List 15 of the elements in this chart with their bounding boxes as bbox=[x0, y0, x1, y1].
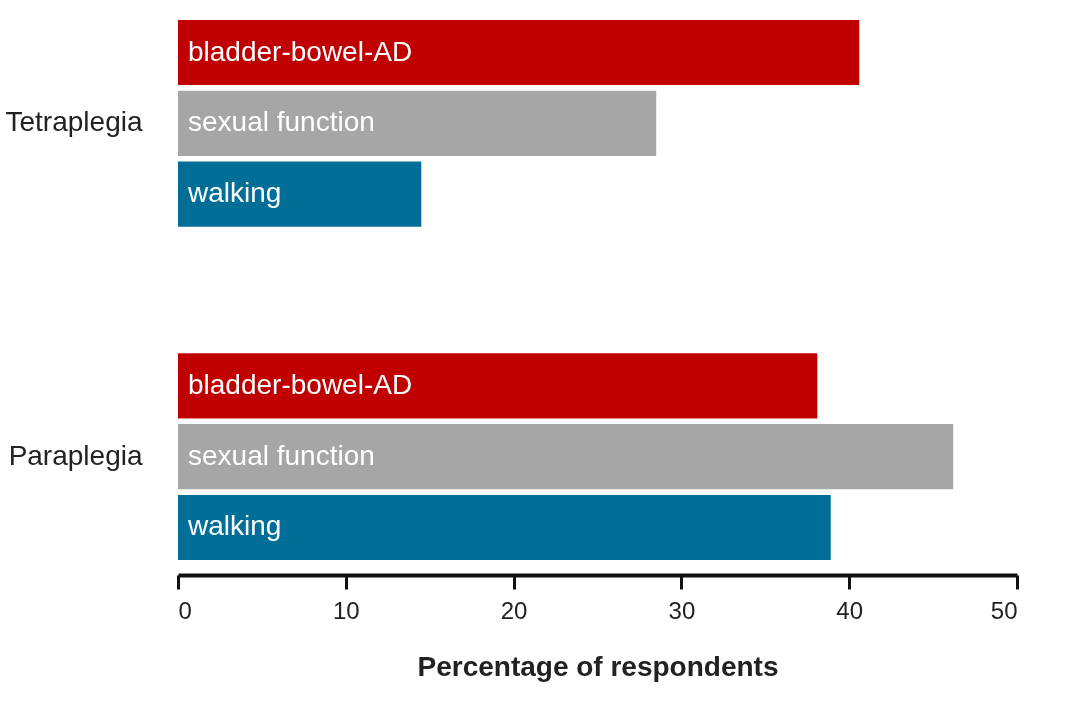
y-tick-label: Paraplegia bbox=[8, 439, 143, 471]
text: bladder-bowel-AD bbox=[188, 368, 413, 400]
x-tick-label: 20 bbox=[500, 596, 528, 624]
text: walking bbox=[188, 510, 282, 542]
text: sexual function bbox=[188, 439, 375, 471]
x-axis-title: Percentage of respondents bbox=[417, 650, 779, 682]
x-tick-label: 0 bbox=[178, 596, 192, 624]
series-label: bladder-bowel-AD bbox=[188, 35, 413, 67]
x-tick-label: 50 bbox=[990, 596, 1018, 624]
x-tick-label: 10 bbox=[332, 596, 360, 624]
x-tick-label: 30 bbox=[668, 596, 696, 624]
series-label: sexual function bbox=[188, 106, 375, 138]
y-tick-label: Tetraplegia bbox=[5, 106, 143, 138]
x-tick-label: 40 bbox=[836, 596, 864, 624]
series-label: walking bbox=[187, 177, 282, 209]
